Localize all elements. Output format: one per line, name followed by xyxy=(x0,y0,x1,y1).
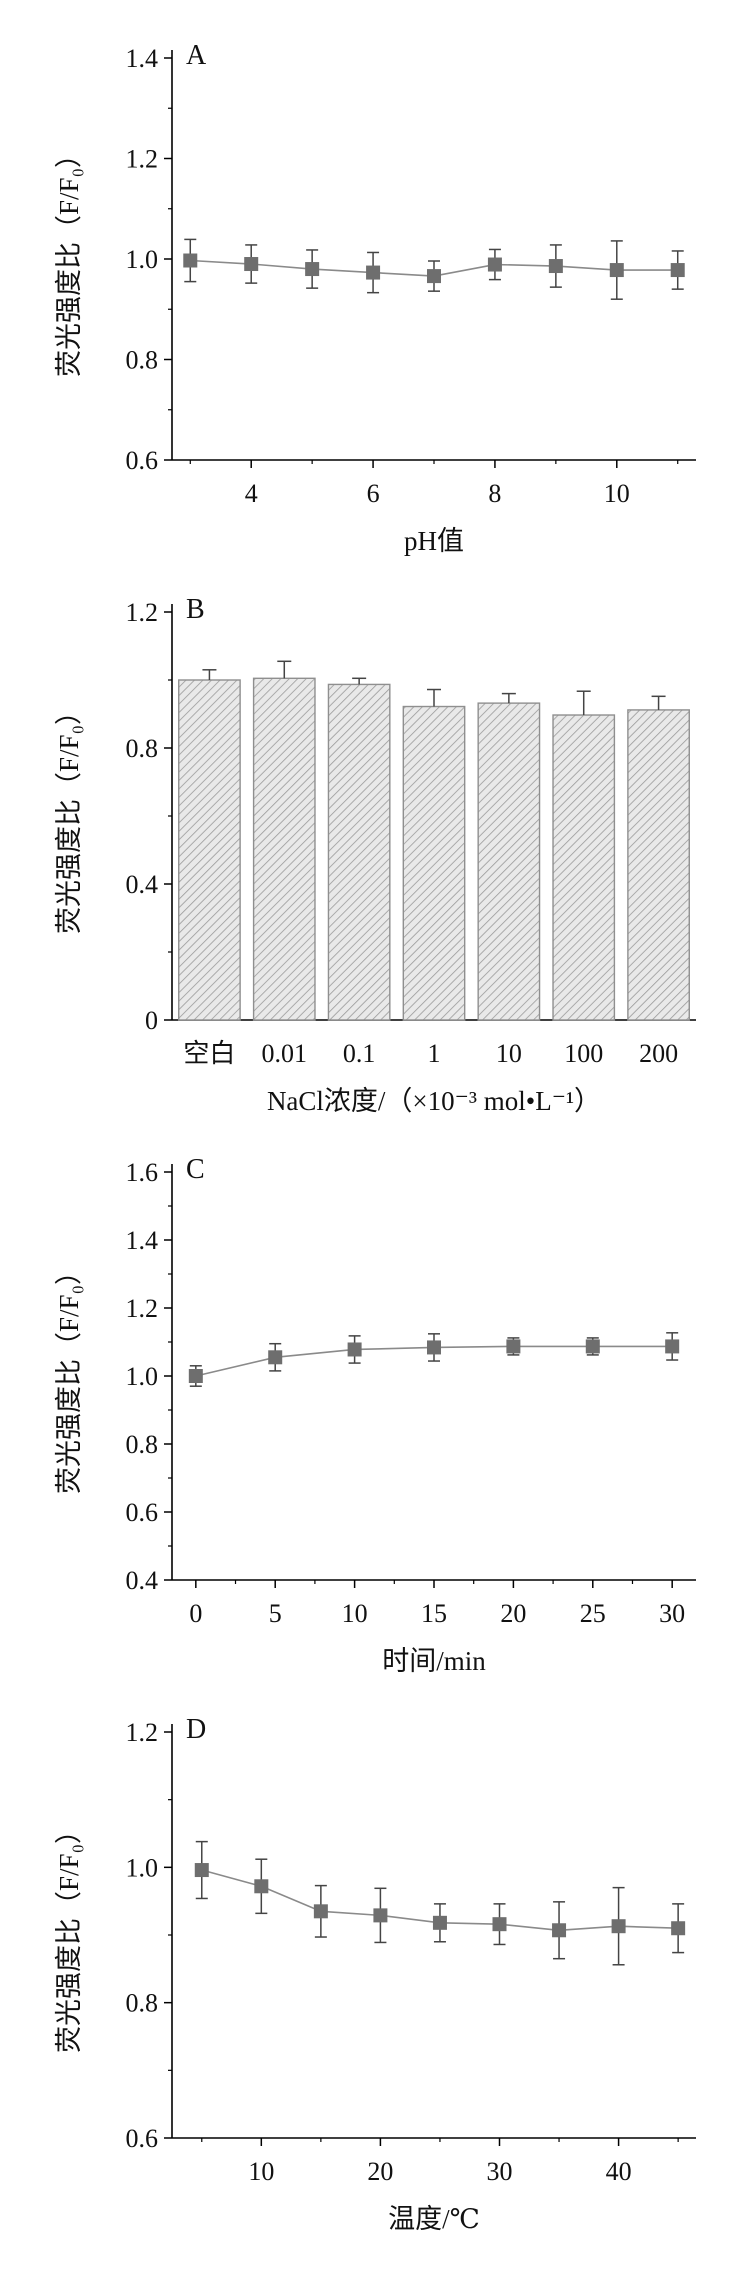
x-axis-label: NaCl浓度/（×10⁻³ mol•L⁻¹） xyxy=(267,1086,601,1116)
y-tick-label: 1.2 xyxy=(126,598,159,627)
y-tick-label: 1.0 xyxy=(126,245,159,274)
x-tick-label: 10 xyxy=(342,1599,368,1628)
x-axis-label: 时间/min xyxy=(382,1646,486,1676)
y-tick-label: 0.8 xyxy=(126,1989,159,2018)
y-tick-label: 1.0 xyxy=(126,1362,159,1391)
data-point xyxy=(670,263,685,278)
x-axis-label: pH值 xyxy=(404,526,464,556)
data-point xyxy=(671,1921,686,1936)
x-tick-label: 空白 xyxy=(183,1039,235,1068)
y-tick-label: 1.4 xyxy=(126,1226,159,1255)
chart-panel-b: 0 0.4 0.8 1.2 空白 0.01 0.1 1 10 100 200 NaCl浓度/（×10⁻… xyxy=(54,594,696,1116)
y-tick-label: 0.6 xyxy=(126,2124,159,2153)
y-tick-label: 1.4 xyxy=(126,44,159,73)
data-point xyxy=(305,262,320,277)
x-tick-label: 0.01 xyxy=(262,1039,308,1068)
x-tick-label: 5 xyxy=(269,1599,282,1628)
data-point xyxy=(194,1863,209,1878)
bar xyxy=(627,709,690,1021)
x-tick-label: 20 xyxy=(500,1599,526,1628)
y-tick-label: 0.8 xyxy=(126,734,159,763)
panel-letter: D xyxy=(186,1714,206,1745)
data-point xyxy=(427,1340,441,1355)
data-point xyxy=(268,1350,283,1365)
x-tick-label: 1 xyxy=(428,1039,441,1068)
data-point xyxy=(254,1879,269,1894)
data-point xyxy=(611,1919,626,1934)
chart-panel-a: 0.6 0.8 1.0 1.2 1.4 4 6 8 10 pH值 荧光强度比（F/F₀） A xyxy=(54,40,696,556)
bar xyxy=(252,677,316,1021)
x-tick-label: 30 xyxy=(659,1599,685,1628)
y-tick-label: 0.6 xyxy=(126,446,159,475)
bar xyxy=(552,714,616,1021)
y-tick-label: 1.6 xyxy=(126,1158,159,1187)
x-tick-label: 20 xyxy=(367,2157,393,2186)
x-tick-label: 8 xyxy=(488,479,501,508)
data-point xyxy=(506,1339,521,1354)
panel-letter: B xyxy=(186,594,205,625)
x-tick-label: 0.1 xyxy=(343,1039,376,1068)
x-axis-label: 温度/℃ xyxy=(388,2204,480,2234)
y-tick-label: 0.4 xyxy=(126,1566,159,1595)
data-point xyxy=(313,1904,328,1919)
data-point xyxy=(347,1342,362,1357)
x-tick-label: 10 xyxy=(604,479,630,508)
x-tick-label: 10 xyxy=(248,2157,274,2186)
x-tick-label: 25 xyxy=(580,1599,606,1628)
panel-letter: A xyxy=(186,40,207,71)
y-axis-label: 荧光强度比（F/F₀） xyxy=(54,1258,84,1494)
x-tick-label: 4 xyxy=(245,479,258,508)
data-point xyxy=(609,263,624,278)
bar xyxy=(477,702,541,1021)
chart-panel-c: 0.4 0.6 0.8 1.0 1.2 1.4 1.6 0 5 10 15 20 25 30 时间/min 荧… xyxy=(54,1154,696,1676)
x-tick-label: 6 xyxy=(367,479,380,508)
chart-panel-d: 0.6 0.8 1.0 1.2 10 20 30 40 温度/℃ 荧光强度比（F/F₀） D xyxy=(54,1714,696,2234)
y-tick-label: 0.8 xyxy=(126,346,159,375)
x-tick-label: 40 xyxy=(606,2157,632,2186)
data-point xyxy=(492,1917,507,1932)
bar xyxy=(327,683,391,1021)
y-tick-label: 0.4 xyxy=(126,870,159,899)
data-point xyxy=(366,265,381,280)
data-point xyxy=(552,1923,567,1938)
x-tick-label: 10 xyxy=(496,1039,522,1068)
data-point xyxy=(373,1908,388,1923)
data-point xyxy=(244,257,259,272)
data-point xyxy=(548,259,563,274)
bar xyxy=(178,679,241,1021)
x-tick-label: 15 xyxy=(421,1599,447,1628)
y-tick-label: 1.0 xyxy=(126,1853,159,1882)
data-point xyxy=(188,1369,203,1383)
y-axis-label: 荧光强度比（F/F₀） xyxy=(54,141,84,377)
data-point xyxy=(432,1915,447,1930)
y-tick-label: 1.2 xyxy=(126,145,159,174)
data-point xyxy=(487,257,502,272)
y-tick-label: 0.8 xyxy=(126,1430,159,1459)
bar xyxy=(402,705,466,1021)
data-point xyxy=(585,1339,600,1354)
y-tick-label: 1.2 xyxy=(126,1294,159,1323)
y-axis-label: 荧光强度比（F/F₀） xyxy=(54,1817,84,2053)
y-tick-label: 0 xyxy=(145,1006,158,1035)
data-point xyxy=(427,269,441,284)
data-point xyxy=(183,253,198,268)
panel-letter: C xyxy=(186,1154,205,1185)
data-point xyxy=(665,1339,680,1354)
y-tick-label: 1.2 xyxy=(126,1718,159,1747)
x-tick-label: 30 xyxy=(487,2157,513,2186)
x-tick-label: 0 xyxy=(189,1599,202,1628)
x-tick-label: 100 xyxy=(564,1039,603,1068)
y-axis-label: 荧光强度比（F/F₀） xyxy=(54,698,84,934)
x-tick-label: 200 xyxy=(639,1039,678,1068)
y-tick-label: 0.6 xyxy=(126,1498,159,1527)
